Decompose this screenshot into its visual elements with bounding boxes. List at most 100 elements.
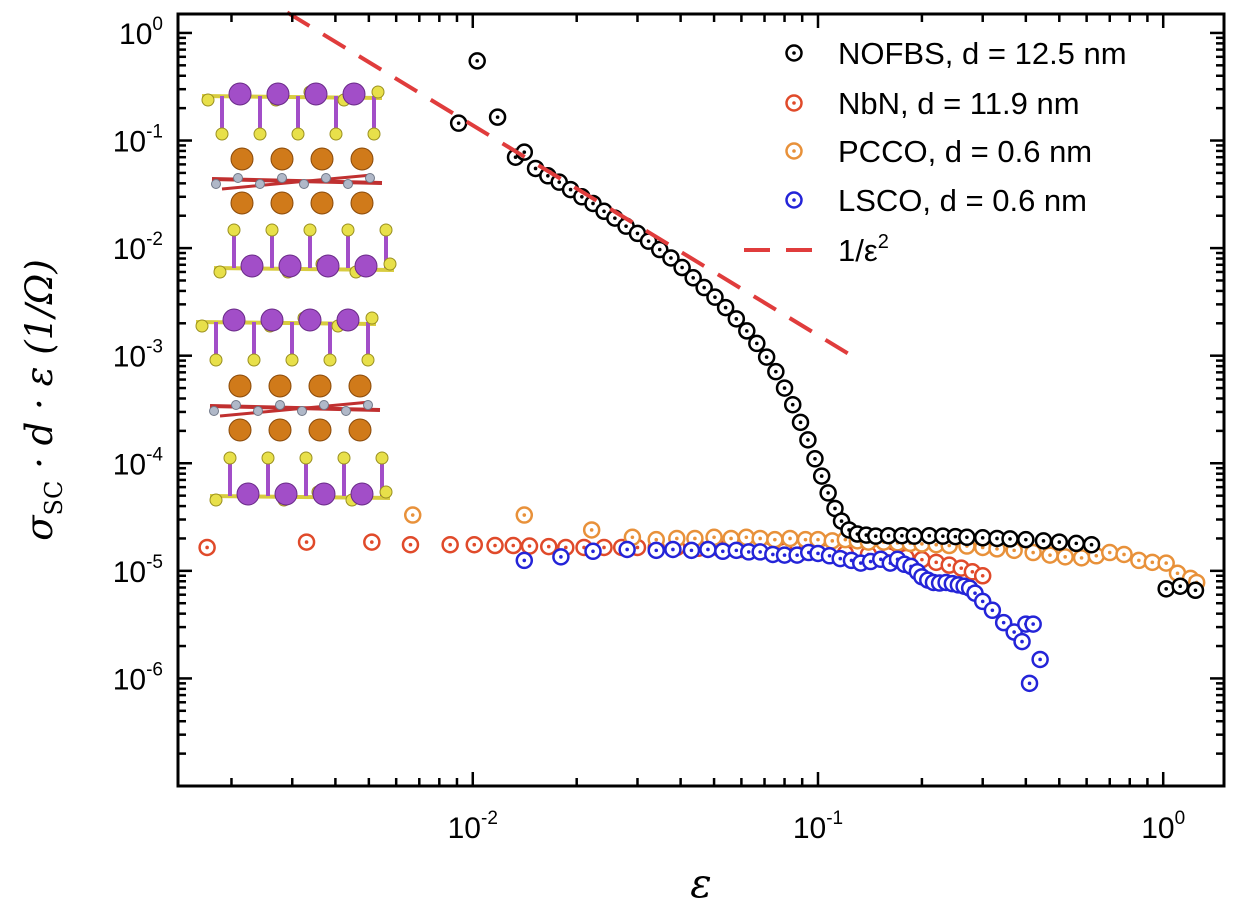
data-point-dot — [456, 121, 461, 125]
data-point-dot — [771, 552, 775, 557]
x-tick-label: 100 — [1141, 808, 1185, 845]
crystal-structure-inset — [195, 82, 397, 507]
data-point-dot — [602, 209, 606, 214]
data-point-dot — [990, 608, 995, 613]
data-point-dot — [1027, 681, 1032, 686]
data-point-dot — [1122, 552, 1126, 557]
series-0 — [449, 52, 1205, 600]
data-point-dot — [304, 540, 309, 544]
data-point-dot — [522, 150, 527, 154]
data-point-dot — [557, 180, 562, 184]
data-point-dot — [947, 563, 952, 567]
legend-marker-dot — [792, 198, 796, 202]
fese-layer — [201, 82, 385, 141]
data-point-dot — [410, 513, 415, 517]
data-point-dot — [995, 547, 999, 551]
data-point-dot — [816, 537, 820, 542]
data-point-dot — [970, 569, 975, 574]
y-tick-label: 100 — [119, 14, 163, 51]
data-point-dot — [773, 537, 777, 542]
axes-layer: 10-2 10-1 100 100 10-1 10-2 10-3 10-4 10-5 10-6 — [113, 14, 1224, 845]
data-point-dot — [691, 275, 695, 280]
data-point-dot — [527, 544, 532, 548]
data-point-dot — [657, 247, 662, 252]
data-point-dot — [522, 513, 527, 517]
legend-label: NbN, d = 11.9 nm — [838, 86, 1080, 121]
data-point-dot — [873, 534, 878, 538]
series-4 — [286, 10, 849, 356]
series-2 — [403, 506, 1206, 592]
data-point-dot — [745, 329, 749, 333]
data-point-dot — [635, 545, 640, 550]
oxide-layer — [211, 147, 383, 215]
data-point-dot — [513, 155, 518, 159]
legend-label: 1/ε2 — [838, 231, 889, 268]
data-point-dot — [920, 542, 924, 546]
data-point-dot — [900, 533, 904, 538]
y-axis-label-subscript: SC — [40, 481, 68, 516]
data-point-dot — [1057, 540, 1062, 544]
x-axis-label: ε — [690, 861, 711, 907]
data-point-dot — [774, 369, 778, 374]
data-point-dot — [559, 555, 563, 559]
data-point-dot — [1150, 560, 1155, 565]
data-point-dot — [671, 547, 675, 552]
data-point-dot — [803, 537, 808, 542]
y-axis-label: σSC · d · ε (1/Ω) — [18, 259, 68, 541]
data-point-dot — [833, 506, 837, 511]
legend-label: NOFBS, d = 12.5 nm — [838, 36, 1127, 71]
data-point-dot — [495, 115, 500, 119]
data-point-dot — [1079, 556, 1084, 560]
data-point-dot — [758, 550, 762, 554]
data-point-dot — [920, 557, 924, 562]
data-point-dot — [816, 551, 820, 556]
data-point-dot — [721, 549, 725, 554]
series-3 — [515, 540, 1049, 693]
data-point-dot — [886, 533, 891, 538]
y-tick-label: 10-2 — [113, 229, 163, 266]
data-point-dot — [1001, 620, 1006, 625]
data-point-dot — [941, 534, 945, 538]
data-point-dot — [546, 173, 550, 178]
data-point-dot — [564, 545, 568, 550]
data-point-dot — [613, 216, 617, 220]
y-tick-label: 10-4 — [113, 444, 164, 481]
data-point-dot — [934, 542, 939, 547]
data-point-dot — [630, 535, 635, 540]
data-point-dot — [1164, 561, 1168, 565]
data-point-dot — [511, 543, 516, 548]
data-point-dot — [580, 194, 584, 199]
data-point-dot — [947, 543, 952, 548]
data-point-dot — [591, 201, 595, 206]
data-point-dot — [712, 535, 716, 540]
data-point-dot — [980, 573, 985, 578]
data-point-dot — [755, 341, 759, 346]
data-point-dot — [980, 535, 985, 540]
data-point-dot — [1094, 553, 1099, 558]
data-point-dot — [965, 535, 969, 540]
data-point-dot — [868, 559, 873, 564]
data-point-dot — [1012, 630, 1016, 634]
data-point-dot — [625, 547, 629, 552]
data-point-dot — [1031, 550, 1035, 555]
legend-item: 1/ε2 — [744, 231, 889, 268]
data-point-dot — [370, 540, 374, 544]
data-point-dot — [995, 536, 999, 541]
data-point-dot — [798, 420, 803, 425]
data-point-dot — [654, 537, 659, 542]
y-tick-label: 10-1 — [113, 122, 163, 159]
data-point-dot — [693, 536, 697, 541]
legend-label: LSCO, d = 0.6 nm — [838, 183, 1087, 218]
data-point-dot — [602, 545, 606, 550]
data-point-dot — [878, 557, 883, 562]
data-point-dot — [1193, 588, 1198, 593]
data-point-dot — [838, 556, 843, 561]
data-point-dot — [795, 553, 799, 557]
data-point-dot — [408, 542, 413, 547]
x-tick-label: 10-1 — [793, 808, 843, 845]
data-point-dot — [591, 549, 595, 554]
data-point-dot — [839, 519, 844, 523]
y-axis-label-symbol: σ — [18, 514, 61, 541]
data-point-dot — [635, 231, 640, 236]
